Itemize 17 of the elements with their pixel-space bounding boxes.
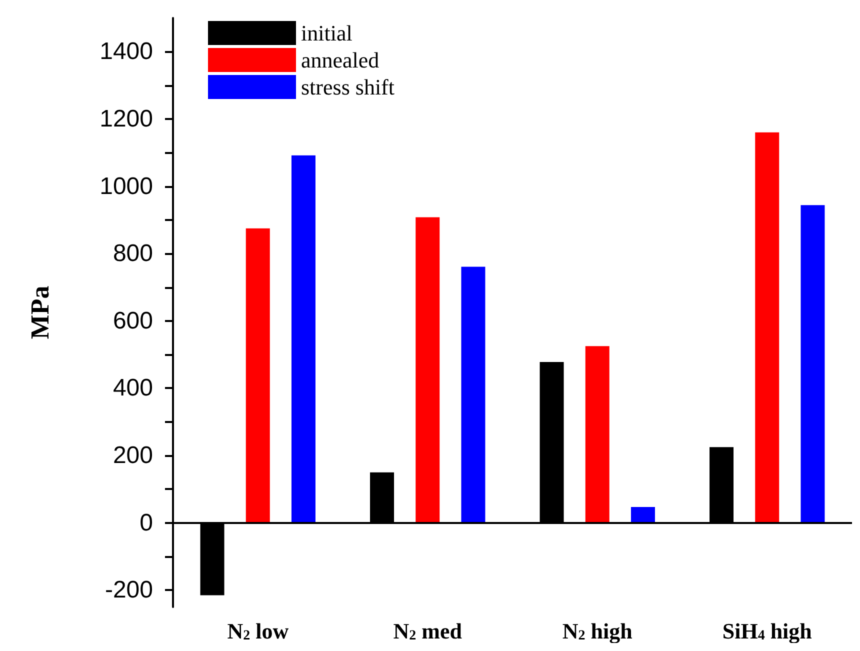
legend-label: stress shift [301, 74, 394, 100]
y-tick-label: 400 [112, 374, 153, 402]
x-tick-label: SiH4 high [722, 618, 812, 644]
y-tick-label: 800 [112, 240, 153, 268]
y-tick-label: 200 [112, 442, 153, 470]
legend-label: annealed [301, 48, 380, 72]
y-tick-label: 1000 [100, 172, 153, 200]
y-axis-title: MPa [26, 286, 54, 340]
x-tick-label: N2 high [562, 618, 632, 644]
y-tick-label: 1200 [100, 105, 153, 132]
x-tick-label: N2 med [393, 618, 462, 644]
y-tick-label: 600 [112, 307, 153, 334]
y-tick-label: 0 [140, 509, 153, 536]
x-tick-label: N2 low [227, 618, 289, 644]
legend-label: initial [301, 20, 352, 46]
y-tick-label: -200 [104, 576, 153, 604]
y-tick-label: 1400 [100, 38, 153, 66]
